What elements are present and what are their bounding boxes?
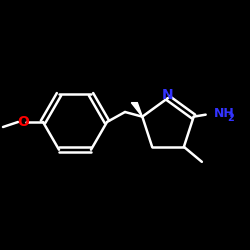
Text: NH: NH: [214, 107, 234, 120]
Text: N: N: [162, 88, 174, 102]
Text: 2: 2: [228, 113, 234, 123]
Polygon shape: [131, 103, 142, 117]
Text: O: O: [17, 115, 29, 129]
